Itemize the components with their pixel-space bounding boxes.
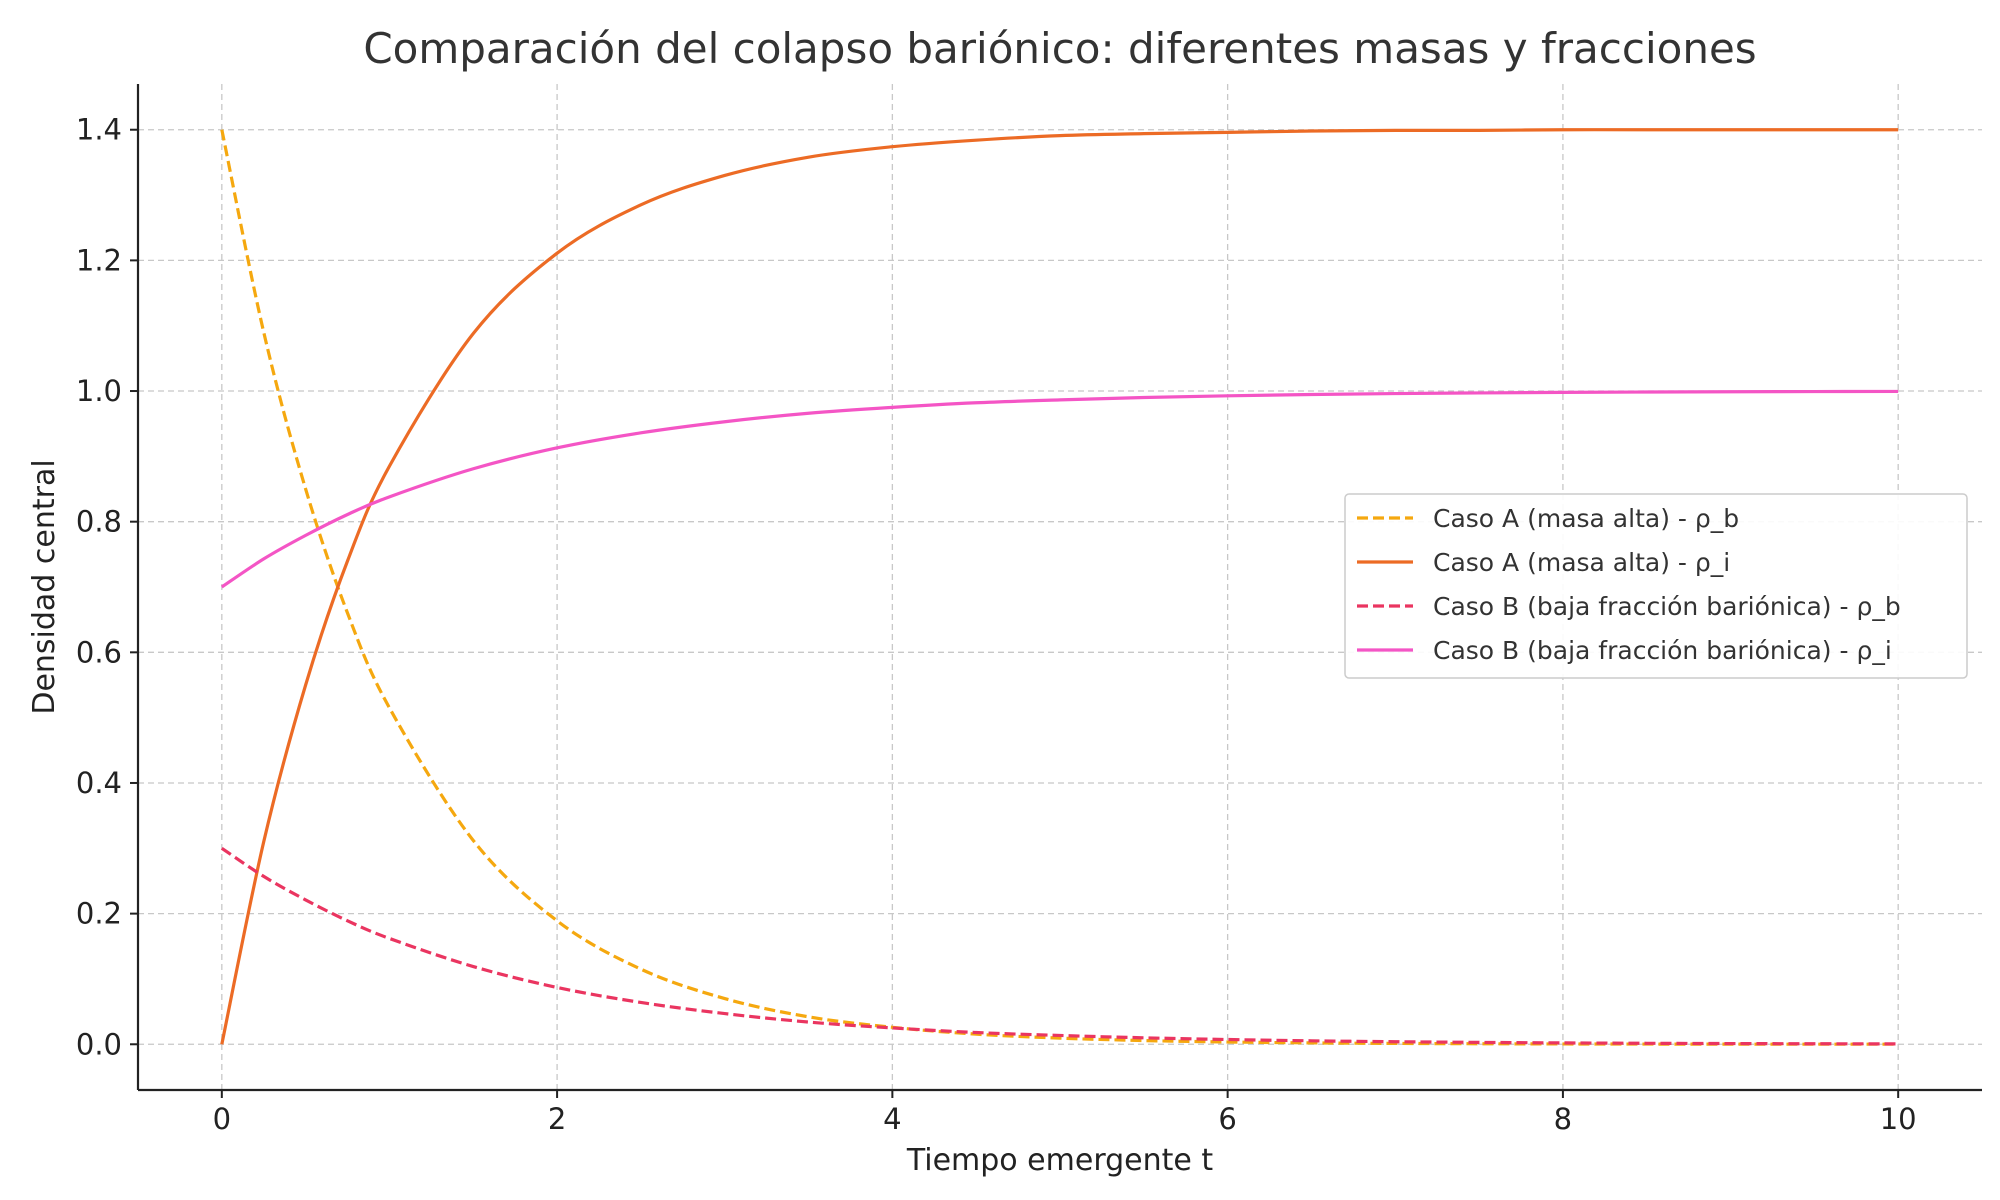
x-tick-label: 6: [1218, 1102, 1236, 1136]
chart-title: Comparación del colapso bariónico: difer…: [363, 24, 1756, 73]
legend-label-3: Caso B (baja fracción bariónica) - ρ_b: [1433, 592, 1901, 621]
axes: [136, 84, 1982, 1092]
series-line-3: [220, 846, 1899, 1046]
legend: Caso A (masa alta) - ρ_b Caso A (masa alt…: [1344, 493, 1968, 679]
y-tick-label: 0.0: [76, 1027, 122, 1061]
y-tick-label: 0.2: [76, 897, 122, 931]
y-tick-label: 0.8: [76, 505, 122, 539]
y-tick-label: 1.2: [76, 243, 122, 277]
y-tick-label: 1.0: [76, 374, 122, 408]
x-tick-label: 2: [548, 1102, 566, 1136]
series-line-2: [220, 128, 1899, 1045]
legend-label-4: Caso B (baja fracción bariónica) - ρ_i: [1433, 636, 1892, 665]
y-tick-label: 0.6: [76, 635, 122, 669]
x-tick-label: 0: [213, 1102, 231, 1136]
y-tick-label: 0.4: [76, 766, 122, 800]
x-tick-label: 10: [1880, 1102, 1917, 1136]
y-axis-label: Densidad central: [27, 459, 62, 714]
y-tick-label: 1.4: [76, 113, 122, 147]
ticks: 0 2 4 6 8 10 0.0 0.2 0.4 0.6 0.8 1.0 1.2 1.4: [76, 113, 1917, 1136]
x-tick-label: 4: [883, 1102, 901, 1136]
x-axis-label: Tiempo emergente t: [906, 1143, 1214, 1178]
legend-box: [1344, 493, 1968, 679]
x-tick-label: 8: [1554, 1102, 1572, 1136]
legend-label-2: Caso A (masa alta) - ρ_i: [1433, 548, 1730, 577]
series-line-4: [220, 389, 1899, 589]
legend-label-1: Caso A (masa alta) - ρ_b: [1433, 504, 1739, 533]
legend-items: Caso A (masa alta) - ρ_b Caso A (masa alt…: [1357, 504, 1901, 665]
series-lines: [220, 128, 1899, 1046]
